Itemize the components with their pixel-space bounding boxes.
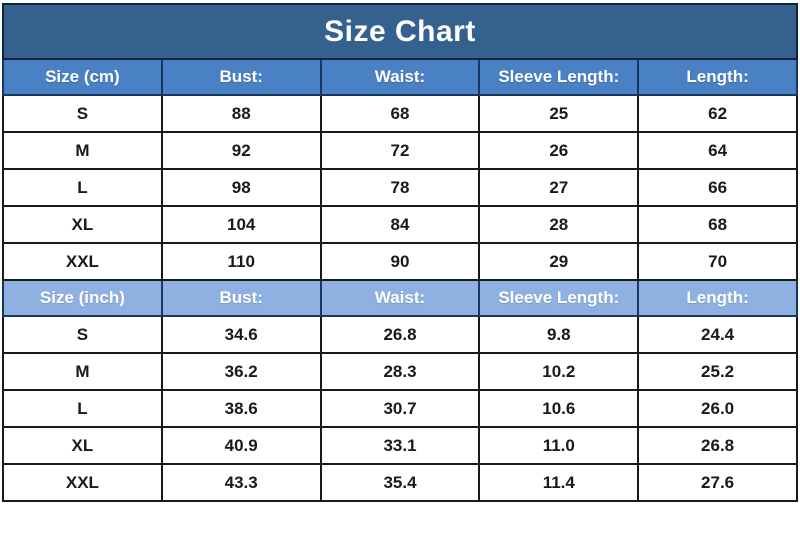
value-cell: 66 — [637, 168, 798, 207]
title-row: Size Chart — [2, 3, 798, 60]
value-cell: 25.2 — [637, 352, 798, 391]
value-cell: 38.6 — [160, 389, 322, 428]
value-cell: 27 — [478, 168, 640, 207]
value-cell: 90 — [319, 242, 481, 281]
column-header-cm-1: Bust: — [160, 58, 322, 96]
value-cell: 36.2 — [160, 352, 322, 391]
value-cell: 84 — [319, 205, 481, 244]
data-row-cm-xxl: XXL 110 90 29 70 — [2, 242, 798, 281]
data-row-inch-xxl: XXL 43.3 35.4 11.4 27.6 — [2, 463, 798, 502]
size-label-cell: S — [2, 94, 163, 133]
value-cell: 98 — [160, 168, 322, 207]
value-cell: 10.2 — [478, 352, 640, 391]
value-cell: 26.8 — [319, 315, 481, 354]
data-row-cm-xl: XL 104 84 28 68 — [2, 205, 798, 244]
size-label-cell: XXL — [2, 242, 163, 281]
column-header-inch-2: Waist: — [319, 279, 481, 317]
size-label-cell: XXL — [2, 463, 163, 502]
size-chart-body: Size Chart Size (cm) Bust: Waist: Sleeve Le… — [2, 3, 798, 502]
column-header-inch-3: Sleeve Length: — [478, 279, 640, 317]
size-label-cell: M — [2, 131, 163, 170]
value-cell: 34.6 — [160, 315, 322, 354]
value-cell: 25 — [478, 94, 640, 133]
value-cell: 72 — [319, 131, 481, 170]
data-row-cm-l: L 98 78 27 66 — [2, 168, 798, 207]
value-cell: 27.6 — [637, 463, 798, 502]
value-cell: 64 — [637, 131, 798, 170]
value-cell: 26.0 — [637, 389, 798, 428]
value-cell: 92 — [160, 131, 322, 170]
size-label-cell: XL — [2, 426, 163, 465]
value-cell: 104 — [160, 205, 322, 244]
value-cell: 110 — [160, 242, 322, 281]
value-cell: 26 — [478, 131, 640, 170]
data-row-cm-m: M 92 72 26 64 — [2, 131, 798, 170]
value-cell: 29 — [478, 242, 640, 281]
header-row-cm: Size (cm) Bust: Waist: Sleeve Length: Length… — [2, 58, 798, 96]
column-header-inch-0: Size (inch) — [2, 279, 163, 317]
value-cell: 28 — [478, 205, 640, 244]
column-header-cm-4: Length: — [637, 58, 798, 96]
value-cell: 10.6 — [478, 389, 640, 428]
value-cell: 70 — [637, 242, 798, 281]
column-header-inch-1: Bust: — [160, 279, 322, 317]
value-cell: 88 — [160, 94, 322, 133]
data-row-inch-xl: XL 40.9 33.1 11.0 26.8 — [2, 426, 798, 465]
data-row-cm-s: S 88 68 25 62 — [2, 94, 798, 133]
size-label-cell: L — [2, 389, 163, 428]
value-cell: 35.4 — [319, 463, 481, 502]
page-title: Size Chart — [2, 3, 798, 60]
value-cell: 26.8 — [637, 426, 798, 465]
data-row-inch-l: L 38.6 30.7 10.6 26.0 — [2, 389, 798, 428]
column-header-cm-2: Waist: — [319, 58, 481, 96]
value-cell: 11.4 — [478, 463, 640, 502]
value-cell: 30.7 — [319, 389, 481, 428]
size-label-cell: XL — [2, 205, 163, 244]
value-cell: 11.0 — [478, 426, 640, 465]
value-cell: 43.3 — [160, 463, 322, 502]
data-row-inch-s: S 34.6 26.8 9.8 24.4 — [2, 315, 798, 354]
column-header-cm-0: Size (cm) — [2, 58, 163, 96]
value-cell: 62 — [637, 94, 798, 133]
value-cell: 24.4 — [637, 315, 798, 354]
size-chart-table: Size Chart Size (cm) Bust: Waist: Sleeve Le… — [2, 3, 798, 502]
column-header-inch-4: Length: — [637, 279, 798, 317]
size-label-cell: M — [2, 352, 163, 391]
column-header-cm-3: Sleeve Length: — [478, 58, 640, 96]
value-cell: 78 — [319, 168, 481, 207]
value-cell: 68 — [319, 94, 481, 133]
size-label-cell: S — [2, 315, 163, 354]
value-cell: 40.9 — [160, 426, 322, 465]
value-cell: 68 — [637, 205, 798, 244]
size-label-cell: L — [2, 168, 163, 207]
value-cell: 28.3 — [319, 352, 481, 391]
value-cell: 9.8 — [478, 315, 640, 354]
value-cell: 33.1 — [319, 426, 481, 465]
data-row-inch-m: M 36.2 28.3 10.2 25.2 — [2, 352, 798, 391]
header-row-inch: Size (inch) Bust: Waist: Sleeve Length: Leng… — [2, 279, 798, 317]
